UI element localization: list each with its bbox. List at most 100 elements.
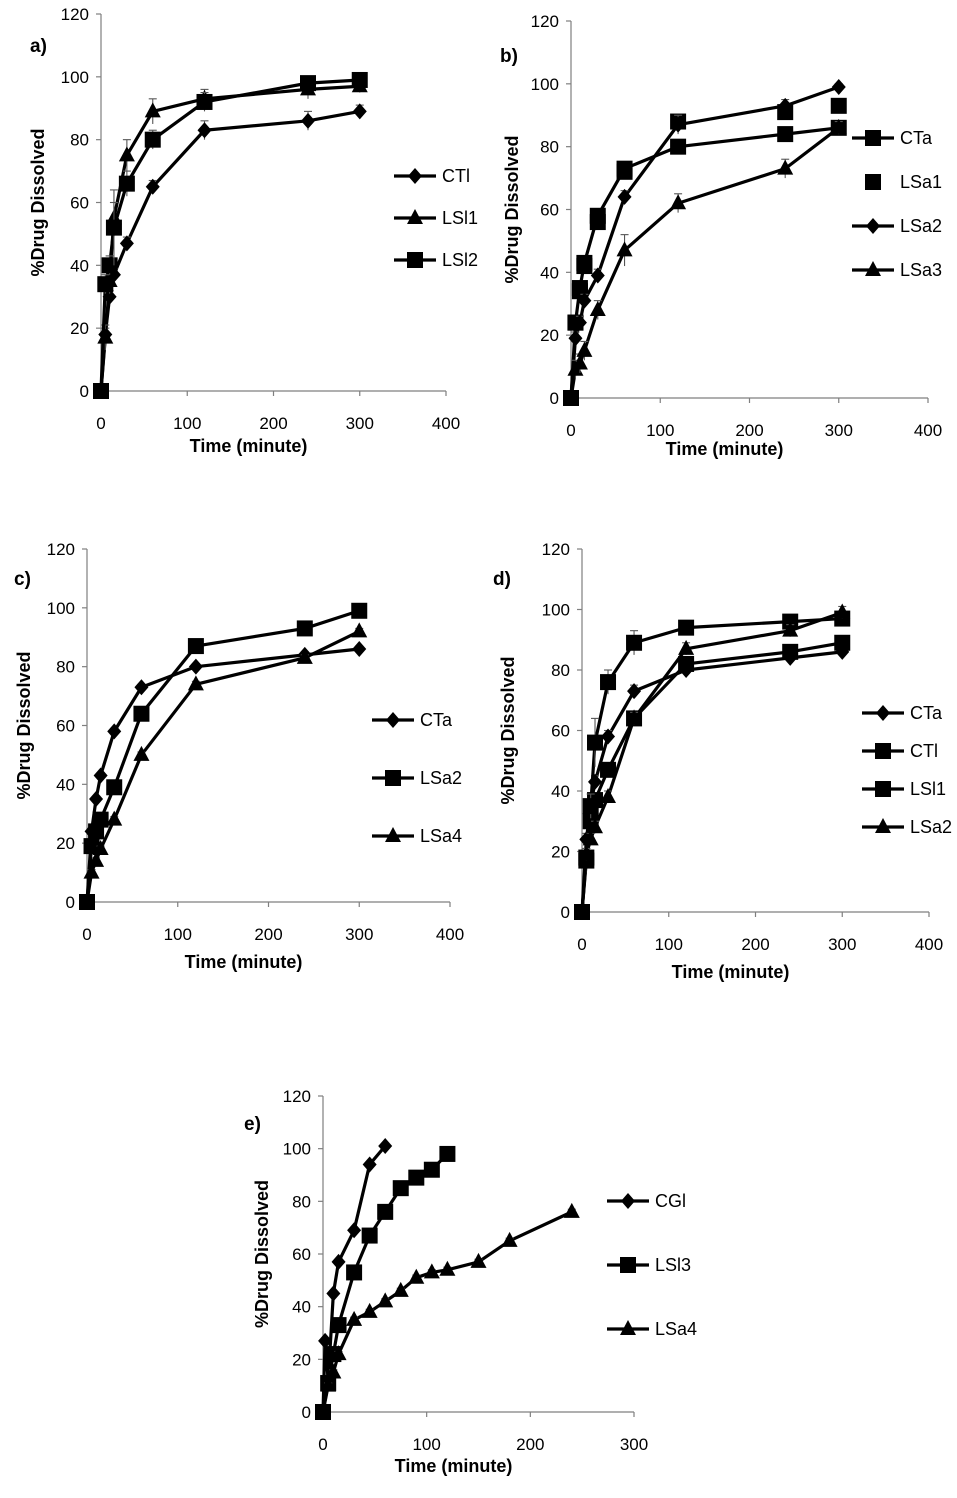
y-tick-label: 20 xyxy=(540,326,559,345)
data-point xyxy=(626,709,643,725)
data-point xyxy=(133,705,150,722)
legend-entry-CTa: CTa xyxy=(862,703,943,723)
legend-label: LSa1 xyxy=(900,172,942,192)
legend-marker xyxy=(865,261,881,276)
x-tick-label: 100 xyxy=(412,1435,440,1454)
data-point xyxy=(105,219,122,236)
y-tick-label: 80 xyxy=(292,1192,311,1211)
data-point xyxy=(568,330,583,347)
legend-entry-LSa2: LSa2 xyxy=(852,216,942,236)
data-point xyxy=(318,1332,333,1349)
y-tick-label: 60 xyxy=(56,717,75,736)
legend-label: LSl3 xyxy=(655,1255,691,1275)
legend-label: LSa2 xyxy=(900,216,942,236)
x-tick-label: 100 xyxy=(173,414,201,433)
legend-marker xyxy=(386,712,400,728)
x-tick-label: 400 xyxy=(914,421,942,440)
y-tick-label: 120 xyxy=(283,1087,311,1106)
panel-label: b) xyxy=(500,46,518,67)
data-point xyxy=(119,235,134,252)
data-point xyxy=(834,634,851,651)
legend-entry-LSl3: LSl3 xyxy=(607,1255,691,1275)
legend-marker xyxy=(408,168,422,184)
data-point xyxy=(197,122,212,139)
x-tick-label: 300 xyxy=(828,935,856,954)
data-point xyxy=(590,267,605,284)
legend-marker xyxy=(620,1320,636,1335)
x-tick-label: 200 xyxy=(741,935,769,954)
data-point xyxy=(97,276,114,293)
legend-label: LSa2 xyxy=(420,768,462,788)
y-tick-label: 0 xyxy=(66,893,75,912)
legend-entry-LSa4: LSa4 xyxy=(372,826,462,846)
x-tick-label: 0 xyxy=(96,414,105,433)
panel-label: c) xyxy=(14,569,31,590)
series-line xyxy=(99,109,361,392)
y-tick-label: 20 xyxy=(56,834,75,853)
data-point xyxy=(352,103,367,120)
data-point xyxy=(133,745,150,761)
data-point xyxy=(777,126,794,143)
y-tick-label: 100 xyxy=(531,75,559,94)
y-tick-label: 100 xyxy=(61,68,89,87)
data-point xyxy=(589,301,606,317)
chart-panel-b: 0 20 40 60 80 100 120 0 100 200 300 400 Time (minute… xyxy=(500,12,942,459)
data-point xyxy=(572,314,587,331)
data-point xyxy=(501,1231,518,1247)
y-axis-title: %Drug Dissolved xyxy=(498,656,518,804)
y-tick-label: 20 xyxy=(551,843,570,862)
x-tick-label: 0 xyxy=(82,925,91,944)
data-point xyxy=(834,603,851,619)
legend-entry-LSa4: LSa4 xyxy=(607,1319,697,1339)
data-point xyxy=(470,1252,487,1268)
y-tick-label: 120 xyxy=(47,540,75,559)
x-tick-label: 300 xyxy=(345,925,373,944)
series-line xyxy=(321,1152,449,1413)
data-point xyxy=(678,655,695,672)
series-line xyxy=(321,1210,573,1413)
x-tick-label: 300 xyxy=(346,414,374,433)
legend-marker xyxy=(407,209,423,224)
data-point xyxy=(831,78,846,95)
y-tick-label: 120 xyxy=(542,540,570,559)
data-point xyxy=(627,683,642,700)
data-point xyxy=(351,602,368,619)
data-point xyxy=(331,1253,346,1270)
data-point xyxy=(563,389,579,404)
data-point xyxy=(144,102,161,118)
y-tick-label: 0 xyxy=(302,1403,311,1422)
legend-entry-CGl: CGl xyxy=(607,1191,686,1211)
data-point xyxy=(782,643,799,660)
y-tick-label: 100 xyxy=(47,599,75,618)
data-point xyxy=(79,893,95,908)
y-tick-label: 120 xyxy=(61,5,89,24)
data-point xyxy=(107,723,122,740)
series-LSa2 xyxy=(564,78,846,406)
data-point xyxy=(346,1310,363,1326)
series-line xyxy=(99,84,360,392)
data-point xyxy=(600,788,617,804)
legend-entry-LSa1: LSa1 xyxy=(865,172,942,192)
series-CTa xyxy=(80,641,367,910)
x-axis-title: Time (minute) xyxy=(395,1456,513,1476)
series-LSl2 xyxy=(93,71,368,399)
legend-entry-LSa3: LSa3 xyxy=(852,260,942,280)
data-point xyxy=(187,638,204,655)
data-point xyxy=(582,830,599,846)
panel-label: d) xyxy=(493,569,511,590)
y-tick-label: 40 xyxy=(540,263,559,282)
legend-label: CTa xyxy=(900,128,933,148)
data-point xyxy=(196,93,213,110)
data-point xyxy=(93,383,109,399)
y-tick-label: 0 xyxy=(80,382,89,401)
legend-entry-CTl: CTl xyxy=(862,741,938,761)
x-tick-label: 200 xyxy=(259,414,287,433)
legend-label: CGl xyxy=(655,1191,686,1211)
data-point xyxy=(97,328,114,344)
legend-entry-LSl1: LSl1 xyxy=(862,779,946,799)
y-axis-title: %Drug Dissolved xyxy=(502,135,522,283)
data-point xyxy=(325,1363,342,1379)
data-point xyxy=(378,1138,393,1155)
series-line xyxy=(580,650,843,913)
data-point xyxy=(106,779,123,796)
